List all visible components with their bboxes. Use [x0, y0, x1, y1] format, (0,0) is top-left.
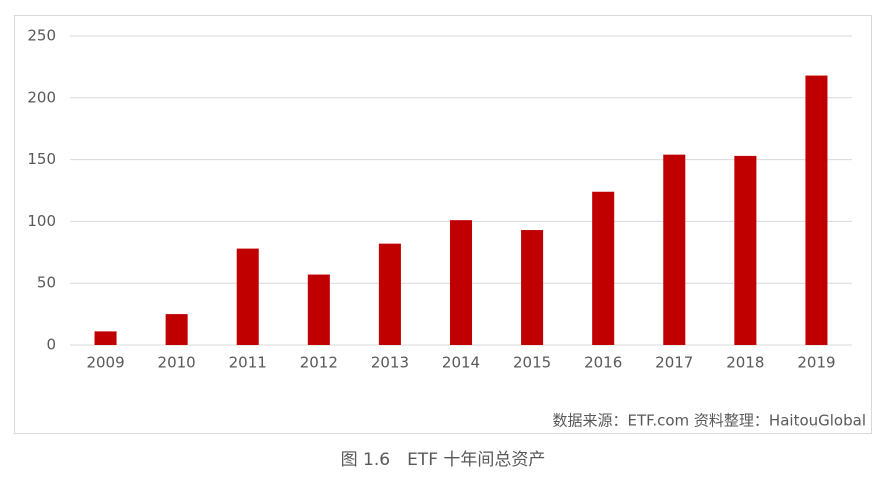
- y-tick-label: 150: [27, 150, 56, 168]
- chart-frame: [14, 15, 872, 434]
- bar: [94, 331, 117, 345]
- x-tick-label: 2014: [442, 354, 480, 372]
- bar: [592, 191, 615, 345]
- x-tick-label: 2019: [797, 354, 835, 372]
- bar: [165, 314, 188, 345]
- x-tick-label: 2009: [86, 354, 124, 372]
- bar: [378, 243, 401, 345]
- source-note: 数据来源：ETF.com 资料整理：HaitouGlobal: [553, 412, 867, 430]
- y-tick-label: 250: [27, 27, 56, 45]
- x-tick-label: 2016: [584, 354, 622, 372]
- bar: [805, 75, 828, 345]
- y-tick-label: 200: [27, 88, 56, 106]
- x-tick-label: 2013: [371, 354, 409, 372]
- x-tick-label: 2010: [158, 354, 196, 372]
- x-tick-label: 2011: [229, 354, 267, 372]
- bar: [734, 155, 757, 345]
- x-tick-label: 2015: [513, 354, 551, 372]
- bar: [307, 274, 330, 345]
- bar: [449, 220, 473, 345]
- y-tick-label: 0: [46, 336, 56, 354]
- x-tick-label: 2017: [655, 354, 693, 372]
- bar: [521, 230, 544, 345]
- figure-caption: 图 1.6 ETF 十年间总资产: [341, 450, 546, 470]
- bar: [236, 248, 259, 345]
- bar: [663, 154, 686, 345]
- x-tick-label: 2018: [726, 354, 764, 372]
- x-tick-label: 2012: [300, 354, 338, 372]
- y-tick-label: 50: [37, 274, 56, 292]
- y-tick-label: 100: [27, 212, 56, 230]
